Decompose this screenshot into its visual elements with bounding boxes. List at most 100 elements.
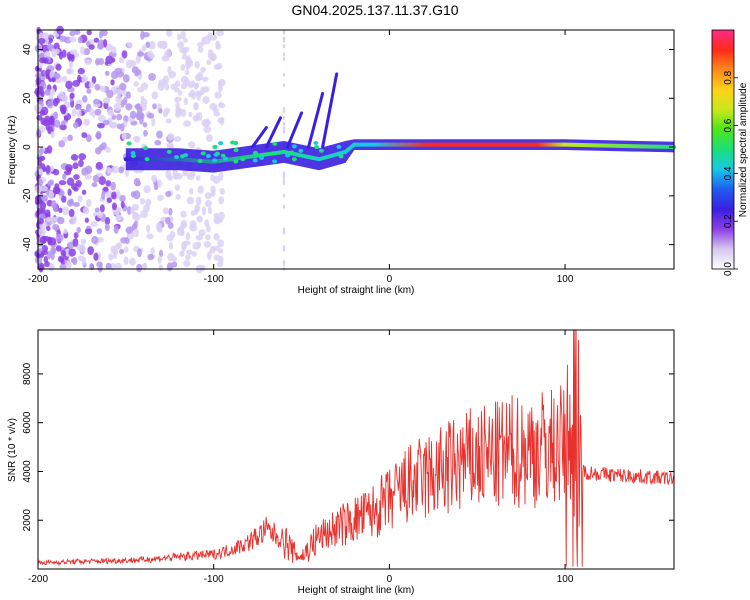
- noise-blob: [197, 185, 204, 194]
- noise-blob: [167, 66, 172, 75]
- noise-blob: [37, 218, 44, 225]
- x-tick-label: -100: [204, 274, 224, 285]
- ridge-spot: [220, 153, 226, 158]
- noise-blob: [118, 166, 125, 174]
- ridge-spot: [314, 145, 320, 150]
- noise-blob: [69, 216, 77, 225]
- noise-blob: [61, 195, 67, 203]
- noise-blob: [116, 207, 122, 214]
- noise-blob: [103, 186, 109, 192]
- noise-blob: [186, 249, 193, 255]
- ridge-spot: [338, 154, 344, 159]
- noise-blob: [38, 168, 44, 175]
- noise-blob: [46, 145, 53, 154]
- noise-blob: [115, 95, 122, 104]
- noise-blob: [97, 211, 103, 219]
- noise-blob: [86, 88, 92, 94]
- x-tick-label: -100: [204, 574, 224, 585]
- noise-blob: [146, 233, 154, 240]
- noise-blob: [185, 232, 191, 241]
- ridge-spot: [314, 156, 320, 161]
- noise-blob: [61, 75, 68, 83]
- noise-blob: [133, 211, 139, 218]
- noise-blob: [210, 189, 216, 198]
- noise-blob: [85, 199, 92, 208]
- noise-blob: [106, 89, 114, 99]
- noise-blob: [60, 249, 67, 257]
- noise-blobs: [34, 25, 286, 274]
- noise-blob: [189, 187, 194, 195]
- noise-blob: [183, 120, 192, 127]
- noise-blob: [123, 96, 128, 106]
- noise-blob: [83, 48, 91, 56]
- noise-blob: [93, 252, 99, 261]
- noise-blob: [282, 52, 286, 57]
- noise-blob: [97, 122, 105, 129]
- noise-blob: [180, 83, 188, 90]
- noise-blob: [206, 225, 211, 233]
- noise-blob: [142, 122, 148, 128]
- noise-blob: [111, 46, 117, 54]
- noise-blob: [105, 180, 112, 187]
- noise-blob: [181, 219, 187, 227]
- noise-blob: [176, 33, 182, 41]
- noise-blob: [68, 208, 75, 218]
- noise-blob: [141, 44, 147, 52]
- noise-blob: [94, 207, 100, 213]
- noise-blob: [51, 76, 56, 83]
- noise-blob: [59, 124, 67, 131]
- noise-blob: [180, 30, 187, 40]
- ridge-spot: [252, 150, 258, 155]
- noise-blob: [59, 257, 65, 263]
- noise-blob: [204, 199, 212, 208]
- noise-blob: [142, 31, 150, 38]
- noise-blob: [136, 105, 143, 115]
- noise-blob: [282, 44, 286, 49]
- noise-blob: [165, 170, 172, 179]
- noise-blob: [102, 97, 111, 104]
- colorbar-tick-label: 0.6: [723, 118, 734, 132]
- noise-blob: [67, 134, 73, 142]
- noise-blob: [44, 115, 51, 123]
- noise-blob: [54, 183, 60, 189]
- noise-blob: [89, 263, 94, 270]
- noise-blob: [63, 228, 68, 234]
- noise-blob: [206, 251, 212, 260]
- noise-blob: [40, 207, 46, 214]
- noise-blob: [66, 241, 75, 249]
- ridge-spot: [289, 150, 295, 155]
- noise-blob: [205, 234, 211, 241]
- noise-blob: [218, 84, 223, 92]
- noise-blob: [217, 102, 226, 109]
- noise-blob: [207, 53, 216, 60]
- noise-blob: [191, 250, 197, 257]
- noise-blob: [78, 153, 87, 161]
- noise-blob: [200, 66, 206, 73]
- noise-blob: [76, 226, 81, 234]
- noise-blob: [155, 222, 163, 231]
- ridge-spot: [272, 159, 278, 164]
- noise-blob: [219, 187, 225, 195]
- ridge-spot: [318, 148, 324, 153]
- noise-blob: [148, 73, 156, 81]
- noise-blob: [125, 226, 134, 234]
- noise-blob: [158, 108, 163, 114]
- noise-blob: [104, 223, 110, 232]
- noise-blob: [194, 60, 200, 69]
- noise-blob: [216, 262, 224, 268]
- noise-blob: [164, 216, 171, 225]
- ridge-spot: [212, 158, 218, 163]
- noise-blob: [66, 199, 74, 207]
- noise-blob: [282, 262, 286, 267]
- chart-title: GN04.2025.137.11.37.G10: [291, 2, 459, 18]
- noise-blob: [177, 225, 185, 235]
- noise-blob: [111, 191, 117, 200]
- noise-blob: [213, 212, 219, 220]
- noise-blob: [100, 85, 106, 93]
- noise-blob: [87, 246, 94, 256]
- noise-blob: [282, 171, 286, 176]
- noise-blob: [135, 54, 141, 64]
- noise-blob: [41, 195, 48, 202]
- noise-blob: [147, 253, 154, 261]
- noise-blob: [41, 57, 49, 64]
